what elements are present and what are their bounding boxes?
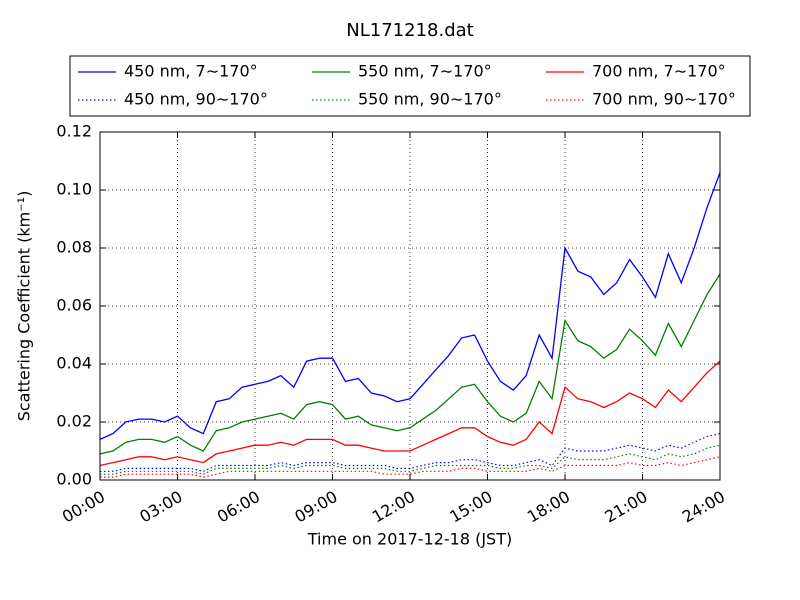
x-axis-label: Time on 2017-12-18 (JST) <box>307 530 512 549</box>
y-tick-label: 0.10 <box>56 180 92 199</box>
y-tick-label: 0.04 <box>56 354 92 373</box>
legend-label: 700 nm, 90∼170° <box>592 90 736 109</box>
legend-label: 450 nm, 7∼170° <box>124 62 258 81</box>
legend-label: 450 nm, 90∼170° <box>124 90 268 109</box>
y-tick-label: 0.12 <box>56 122 92 141</box>
plot-frame <box>99 131 721 481</box>
series-line <box>100 456 721 478</box>
legend-label: 700 nm, 7∼170° <box>592 62 726 81</box>
series-line <box>100 433 721 472</box>
y-tick-label: 0.08 <box>56 238 92 257</box>
y-tick-label: 0.00 <box>56 470 92 489</box>
y-tick-label: 0.06 <box>56 296 92 315</box>
series-line <box>100 444 721 475</box>
legend-box <box>69 55 751 117</box>
legend-label: 550 nm, 90∼170° <box>358 90 502 109</box>
chart-title: NL171218.dat <box>346 20 473 41</box>
series-line <box>99 273 721 455</box>
y-tick-label: 0.02 <box>56 412 92 431</box>
legend-label: 550 nm, 7∼170° <box>358 62 492 81</box>
y-axis-label: Scattering Coefficient (km⁻¹) <box>15 191 34 422</box>
legend: 450 nm, 7∼170° 450 nm, 90∼170° 550 nm, 7∼1… <box>69 55 751 117</box>
series-line <box>99 172 721 440</box>
series-line <box>99 360 721 467</box>
